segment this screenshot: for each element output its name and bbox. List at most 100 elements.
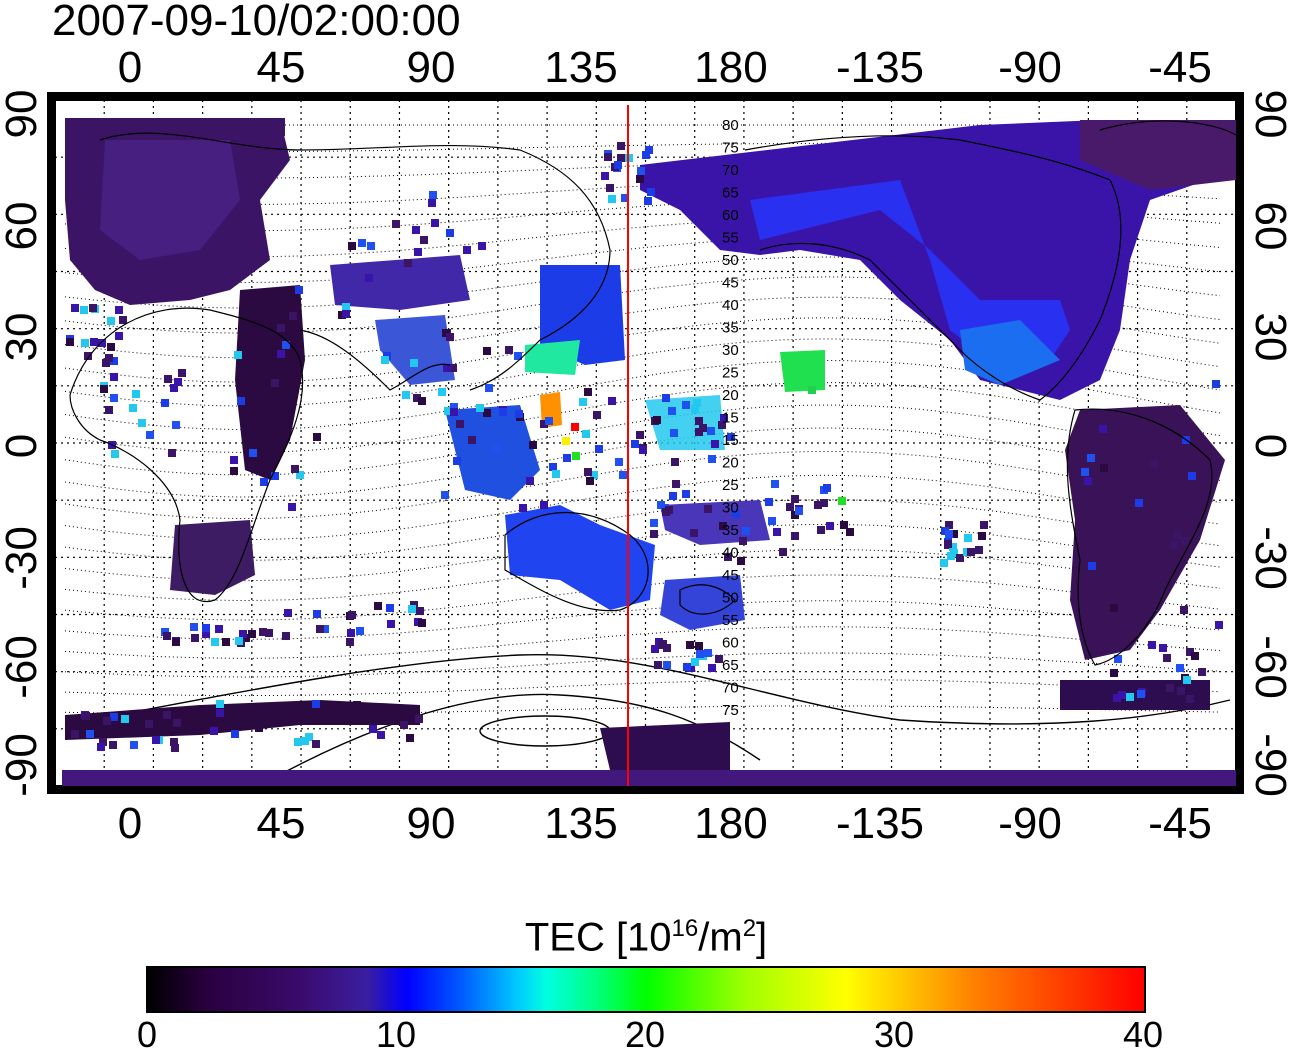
tec-cell bbox=[374, 602, 382, 610]
lon-label-top: 90 bbox=[406, 43, 456, 92]
tec-cell bbox=[178, 369, 186, 377]
tec-cell bbox=[964, 534, 972, 542]
colorbar-title: TEC [1016/m2] bbox=[0, 905, 1292, 961]
tec-cell bbox=[617, 142, 625, 150]
tec-cell bbox=[1126, 693, 1134, 701]
tec-cell bbox=[190, 623, 198, 631]
tec-cell bbox=[773, 528, 781, 536]
tec-cell bbox=[456, 420, 464, 428]
tec-cell bbox=[377, 731, 385, 739]
tec-cell bbox=[215, 625, 223, 633]
tec-cell bbox=[97, 743, 105, 751]
tec-cell bbox=[529, 441, 537, 449]
tec-cell bbox=[204, 710, 212, 718]
tec-cell bbox=[1191, 652, 1199, 660]
tec-cell bbox=[413, 394, 421, 402]
dip-latitude-label: 35 bbox=[722, 320, 739, 337]
tec-cell bbox=[313, 610, 321, 618]
tec-cell bbox=[402, 391, 410, 399]
tec-cell bbox=[321, 625, 329, 633]
scattered-tec-cells bbox=[66, 142, 1223, 752]
tec-cell bbox=[463, 246, 471, 254]
tec-cell bbox=[657, 501, 665, 509]
tec-cell bbox=[138, 419, 146, 427]
dip-latitude-label: 60 bbox=[722, 207, 739, 224]
tec-cell bbox=[708, 664, 716, 672]
dip-latitude-label: 45 bbox=[722, 567, 739, 584]
dip-latitude-label: 20 bbox=[722, 455, 739, 472]
tec-cell bbox=[71, 730, 79, 738]
tec-cell bbox=[71, 304, 79, 312]
tec-cell bbox=[642, 151, 650, 159]
colorbar bbox=[146, 966, 1146, 1013]
colorbar-tick: 40 bbox=[1122, 1014, 1164, 1055]
lon-label-bottom: 180 bbox=[694, 799, 768, 848]
tec-cell bbox=[840, 521, 848, 529]
tec-cell bbox=[129, 404, 137, 412]
dip-latitude-contour bbox=[64, 574, 1221, 621]
tec-cell bbox=[540, 501, 548, 509]
tec-cell bbox=[356, 627, 364, 635]
tec-cell bbox=[416, 607, 424, 615]
tec-cell bbox=[438, 388, 446, 396]
colorbar-tick: 10 bbox=[375, 1014, 417, 1055]
tec-cell bbox=[82, 712, 90, 720]
tec-cell bbox=[707, 427, 715, 435]
tec-cell bbox=[1163, 654, 1171, 662]
tec-cell bbox=[708, 455, 716, 463]
tec-cell bbox=[727, 433, 735, 441]
tec-cell bbox=[606, 184, 614, 192]
tec-cell bbox=[277, 324, 285, 332]
tec-cell bbox=[412, 709, 420, 717]
tec-cell bbox=[615, 458, 623, 466]
dip-latitude-label: 15 bbox=[722, 432, 739, 449]
tec-cell bbox=[367, 242, 375, 250]
lon-label-top: -45 bbox=[1148, 43, 1212, 92]
dip-latitude-label: 25 bbox=[722, 477, 739, 494]
tec-cell bbox=[429, 191, 437, 199]
tec-cell bbox=[1110, 604, 1118, 612]
tec-cell bbox=[1081, 468, 1089, 476]
tec-cell bbox=[191, 634, 199, 642]
dip-latitude-label: 55 bbox=[722, 230, 739, 247]
tec-cell bbox=[940, 559, 948, 567]
tec-cell bbox=[704, 649, 712, 657]
tec-cell bbox=[102, 359, 110, 367]
tec-cell bbox=[690, 529, 698, 537]
tec-cell bbox=[387, 620, 395, 628]
tec-cell bbox=[168, 449, 176, 457]
tec-cell bbox=[967, 548, 975, 556]
tec-cell bbox=[105, 354, 113, 362]
dip-latitude-contour bbox=[64, 474, 1221, 541]
tec-cell bbox=[768, 517, 776, 525]
tec-cell bbox=[636, 431, 644, 439]
dip-latitude-contour bbox=[64, 678, 1221, 697]
tec-cell bbox=[1186, 648, 1194, 656]
tec-cell bbox=[650, 530, 658, 538]
tec-cell bbox=[312, 740, 320, 748]
tec-cell bbox=[619, 471, 627, 479]
tec-cell bbox=[795, 507, 803, 515]
colorbar-tick: 30 bbox=[873, 1014, 915, 1055]
tec-cell bbox=[683, 663, 691, 671]
tec-cell bbox=[1183, 676, 1191, 684]
tec-cell bbox=[645, 146, 653, 154]
dip-latitude-label: 50 bbox=[722, 252, 739, 269]
tec-cell bbox=[742, 527, 750, 535]
tec-cell bbox=[234, 351, 242, 359]
tec-cell bbox=[301, 737, 309, 745]
tec-cell bbox=[163, 711, 171, 719]
tec-cell bbox=[392, 220, 400, 228]
tec-cell bbox=[249, 449, 257, 457]
tec-cell bbox=[711, 440, 719, 448]
tec-cell bbox=[579, 398, 587, 406]
tec-cell bbox=[691, 405, 699, 413]
tec-cell bbox=[173, 719, 181, 727]
tec-cell bbox=[631, 440, 639, 448]
tec-cell bbox=[110, 357, 118, 365]
tec-cell bbox=[111, 450, 119, 458]
tec-cell bbox=[431, 219, 439, 227]
colorbar-title-unit-exponent: 2 bbox=[742, 915, 757, 942]
tec-cell bbox=[526, 477, 534, 485]
tec-cell bbox=[410, 359, 418, 367]
